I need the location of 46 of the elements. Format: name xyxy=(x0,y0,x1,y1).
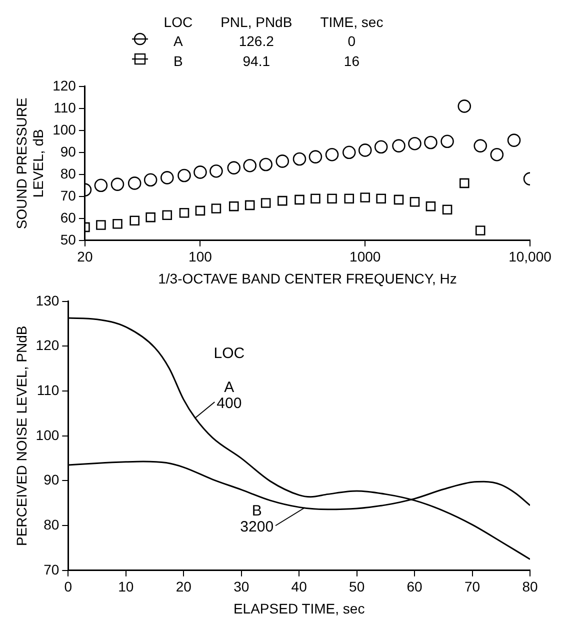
x-tick-label: 80 xyxy=(522,578,538,595)
y-tick-label: 110 xyxy=(36,382,60,398)
text: 126.2 xyxy=(238,32,275,50)
x-tick-label: 0 xyxy=(64,578,72,595)
x-tick-label: 30 xyxy=(234,578,250,595)
y-axis-title: SOUND PRESSURE LEVEL, dB xyxy=(13,98,46,230)
y-tick-label: 60 xyxy=(60,209,76,226)
x-axis-title: ELAPSED TIME, sec xyxy=(233,600,365,616)
y-tick-label: 50 xyxy=(60,231,76,248)
text: 16 xyxy=(342,52,360,70)
x-tick-label: 50 xyxy=(349,578,365,595)
annotation: 3200 xyxy=(240,518,274,536)
legend-label: A xyxy=(172,32,184,50)
legend-label: B xyxy=(172,52,184,70)
y-tick-label: 120 xyxy=(52,77,76,94)
y-tick-label: 130 xyxy=(36,292,60,308)
y-tick-label: 120 xyxy=(36,337,60,354)
text: PNL, PNdB xyxy=(220,14,294,31)
legend-label: B xyxy=(252,502,262,520)
y-tick-label: 100 xyxy=(36,426,60,443)
y-tick-label: 70 xyxy=(60,187,76,204)
text: TIME, sec xyxy=(319,14,384,31)
x-tick-label: 60 xyxy=(406,578,423,595)
y-axis-title: PERCEIVED NOISE LEVEL, PNdB xyxy=(13,326,30,546)
x-axis-title: 1/3-OCTAVE BAND CENTER FREQUENCY, Hz xyxy=(158,270,457,286)
y-tick-label: 80 xyxy=(60,165,76,182)
y-tick-label: 70 xyxy=(44,561,60,578)
text: 0 xyxy=(346,32,357,50)
text: 94.1 xyxy=(242,52,272,70)
y-tick-label: 90 xyxy=(60,143,76,160)
x-tick-label: 1000 xyxy=(350,248,381,265)
annotation: LOC xyxy=(214,344,245,362)
text: A xyxy=(224,378,234,396)
x-tick-label: 10 xyxy=(118,578,134,595)
legend-title: LOC xyxy=(162,14,194,31)
x-tick-label: 40 xyxy=(291,578,308,595)
x-tick-label: 10,000 xyxy=(508,248,552,265)
x-tick-label: 20 xyxy=(77,248,93,265)
y-tick-label: 100 xyxy=(52,121,76,138)
y-tick-label: 90 xyxy=(44,472,60,488)
x-tick-label: 70 xyxy=(464,578,480,595)
x-tick-label: 100 xyxy=(188,248,212,265)
y-tick-label: 80 xyxy=(44,516,60,532)
annotation: 400 xyxy=(216,394,242,412)
y-tick-label: 110 xyxy=(54,99,76,116)
x-tick-label: 20 xyxy=(176,578,192,595)
